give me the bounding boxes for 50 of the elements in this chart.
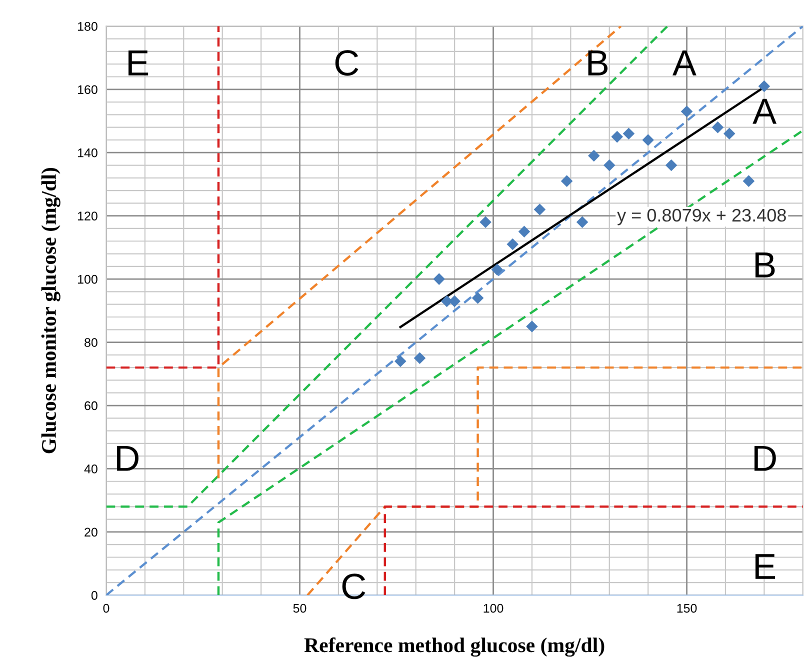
y-tick-label: 20 xyxy=(84,528,98,537)
point xyxy=(394,355,406,368)
point xyxy=(665,159,678,172)
annotation: B xyxy=(755,252,775,278)
y-tick-label: 120 xyxy=(78,212,98,220)
annotation: C xyxy=(342,574,366,600)
annotation: C xyxy=(335,50,358,76)
y-tick-label: 60 xyxy=(84,401,98,410)
annotation: D xyxy=(754,446,776,471)
point xyxy=(758,80,770,92)
point xyxy=(622,128,635,140)
y-tick-label: 160 xyxy=(78,85,98,94)
point xyxy=(588,150,600,162)
annotation: A xyxy=(752,98,777,124)
annotation: A xyxy=(672,50,696,76)
x-tick-label: 100 xyxy=(484,604,504,613)
annotation: D xyxy=(117,446,138,471)
x-tick-label: 150 xyxy=(677,604,697,613)
point xyxy=(480,216,492,228)
annotation: y = 0.8079x + 23.408 xyxy=(617,208,786,226)
point xyxy=(472,292,484,304)
point xyxy=(526,320,538,332)
point xyxy=(506,238,519,250)
x-axis-title: Reference method glucose (mg/dl) xyxy=(304,637,604,657)
point xyxy=(723,128,736,140)
x-tick-label: 50 xyxy=(293,604,306,613)
y-tick-label: 140 xyxy=(78,148,98,158)
point xyxy=(534,204,546,216)
point xyxy=(560,175,573,187)
point xyxy=(603,159,616,172)
point xyxy=(414,352,426,364)
point xyxy=(576,216,588,228)
y-tick-label: 80 xyxy=(84,338,98,347)
annotation: B xyxy=(588,50,608,76)
y-tick-label: 100 xyxy=(78,274,98,284)
y-axis-title: Glucose monitor glucose (mg/dl) xyxy=(41,168,60,454)
point xyxy=(742,175,755,187)
point xyxy=(712,121,724,134)
annotation: E xyxy=(128,50,148,76)
y-tick-label: 180 xyxy=(78,22,98,31)
point xyxy=(680,106,693,118)
point xyxy=(518,226,530,238)
point xyxy=(491,264,504,276)
x-tick-label: 0 xyxy=(103,604,110,613)
point xyxy=(433,273,445,285)
annotation: E xyxy=(755,554,776,579)
point xyxy=(642,134,654,146)
point xyxy=(611,130,624,143)
y-tick-label: 40 xyxy=(84,464,98,474)
y-tick-label: 0 xyxy=(91,590,98,600)
